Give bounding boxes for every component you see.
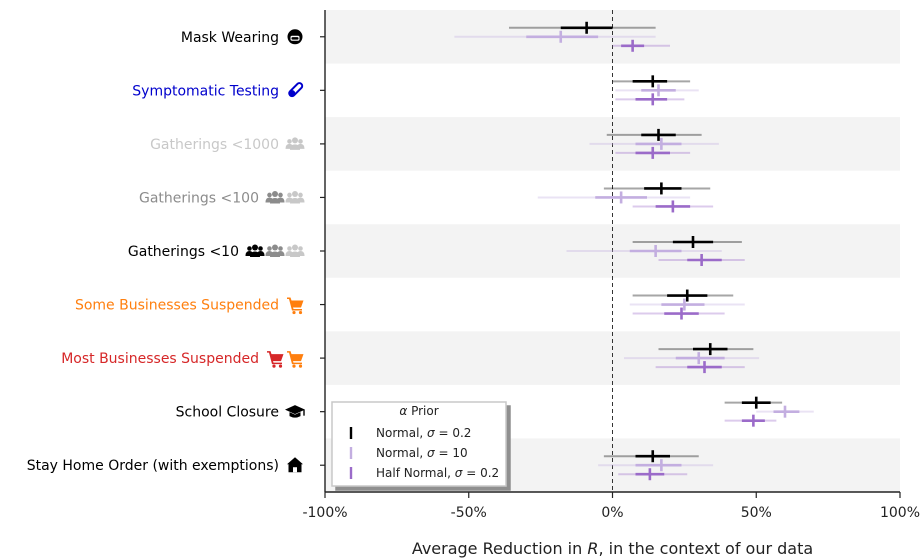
cart-icon	[267, 351, 284, 368]
y-category-label: Some Businesses Suspended	[75, 298, 279, 314]
legend-entry: Normal, σ = 10	[349, 446, 468, 460]
users-icon	[285, 190, 305, 204]
legend: α Prior Normal, σ = 0.2 Normal, σ = 10 Hal…	[331, 401, 507, 487]
estimate-mark	[632, 289, 734, 302]
x-tick-label: 100%	[880, 505, 920, 521]
users-icon	[265, 190, 285, 204]
y-category-label: Symptomatic Testing	[132, 83, 279, 99]
estimate-mark	[655, 361, 745, 374]
y-category: Gatherings <10	[128, 244, 325, 260]
house-icon	[287, 457, 303, 473]
y-category: Stay Home Order (with exemptions)	[27, 457, 325, 474]
cart-icon	[287, 297, 304, 315]
x-tick-label: 50%	[741, 505, 772, 521]
x-axis-ticks: -100% -50% 0% 50% 100%	[302, 492, 920, 521]
y-axis-labels: Mask Wearing Symptomatic Testing Gathering…	[27, 29, 325, 474]
x-tick-label: -50%	[451, 505, 487, 521]
estimate-mark	[537, 191, 691, 204]
estimate-mark	[658, 254, 745, 266]
estimate-mark	[603, 182, 711, 195]
test-tube-icon	[288, 82, 304, 98]
estimate-mark	[566, 245, 722, 257]
y-category-label: Most Businesses Suspended	[61, 351, 259, 367]
y-category: Some Businesses Suspended	[75, 297, 325, 315]
y-category: Mask Wearing	[181, 29, 325, 46]
x-tick-label: 0%	[601, 505, 623, 521]
x-axis-label: Average Reduction in R, in the context o…	[412, 539, 813, 558]
y-category-label: Gatherings <100	[139, 190, 259, 206]
estimate-mark	[724, 396, 783, 409]
users-icon	[285, 244, 305, 257]
estimate-mark	[615, 93, 685, 106]
estimate-mark	[629, 298, 745, 311]
legend-entry: Normal, σ = 0.2	[349, 426, 471, 440]
legend-entry: Half Normal, σ = 0.2	[349, 466, 499, 480]
estimate-mark	[632, 307, 725, 320]
y-category-label: Gatherings <1000	[150, 137, 279, 153]
estimate-mark	[615, 146, 691, 159]
estimate-mark	[615, 84, 699, 97]
y-category: Symptomatic Testing	[132, 82, 325, 99]
y-category-label: Gatherings <10	[128, 244, 239, 260]
legend-label: Normal, σ = 10	[376, 446, 468, 460]
estimate-mark	[756, 405, 814, 418]
estimate-marks	[454, 21, 814, 481]
legend-box	[331, 401, 507, 487]
estimate-mark	[454, 30, 656, 43]
legend-label: Normal, σ = 0.2	[376, 426, 471, 440]
estimate-mark	[603, 450, 699, 463]
estimate-mark	[589, 137, 719, 150]
estimate-mark	[612, 39, 670, 52]
legend-label: Half Normal, σ = 0.2	[376, 466, 499, 480]
y-category: Most Businesses Suspended	[61, 351, 325, 368]
legend-title: α Prior	[399, 404, 438, 418]
estimate-mark	[509, 21, 656, 34]
y-category-label: Stay Home Order (with exemptions)	[27, 458, 279, 474]
y-category-label: School Closure	[176, 405, 279, 421]
estimate-mark	[632, 200, 714, 213]
graduation-cap-icon	[285, 405, 305, 418]
cart-icon	[287, 351, 304, 368]
estimate-mark	[618, 468, 688, 481]
y-category: Gatherings <1000	[150, 137, 325, 153]
x-tick-label: -100%	[302, 505, 347, 521]
y-category: Gatherings <100	[139, 190, 325, 206]
estimate-mark	[724, 414, 777, 427]
mask-icon	[287, 29, 303, 45]
estimate-mark	[624, 352, 760, 365]
y-category-label: Mask Wearing	[181, 30, 279, 46]
users-icon	[285, 137, 305, 150]
estimate-mark	[632, 236, 742, 248]
estimate-mark	[612, 75, 691, 88]
users-icon	[245, 244, 265, 257]
estimate-mark	[606, 128, 702, 141]
estimate-mark	[658, 343, 754, 356]
estimate-mark	[598, 459, 714, 472]
y-category: School Closure	[176, 405, 325, 421]
users-icon	[265, 244, 285, 257]
